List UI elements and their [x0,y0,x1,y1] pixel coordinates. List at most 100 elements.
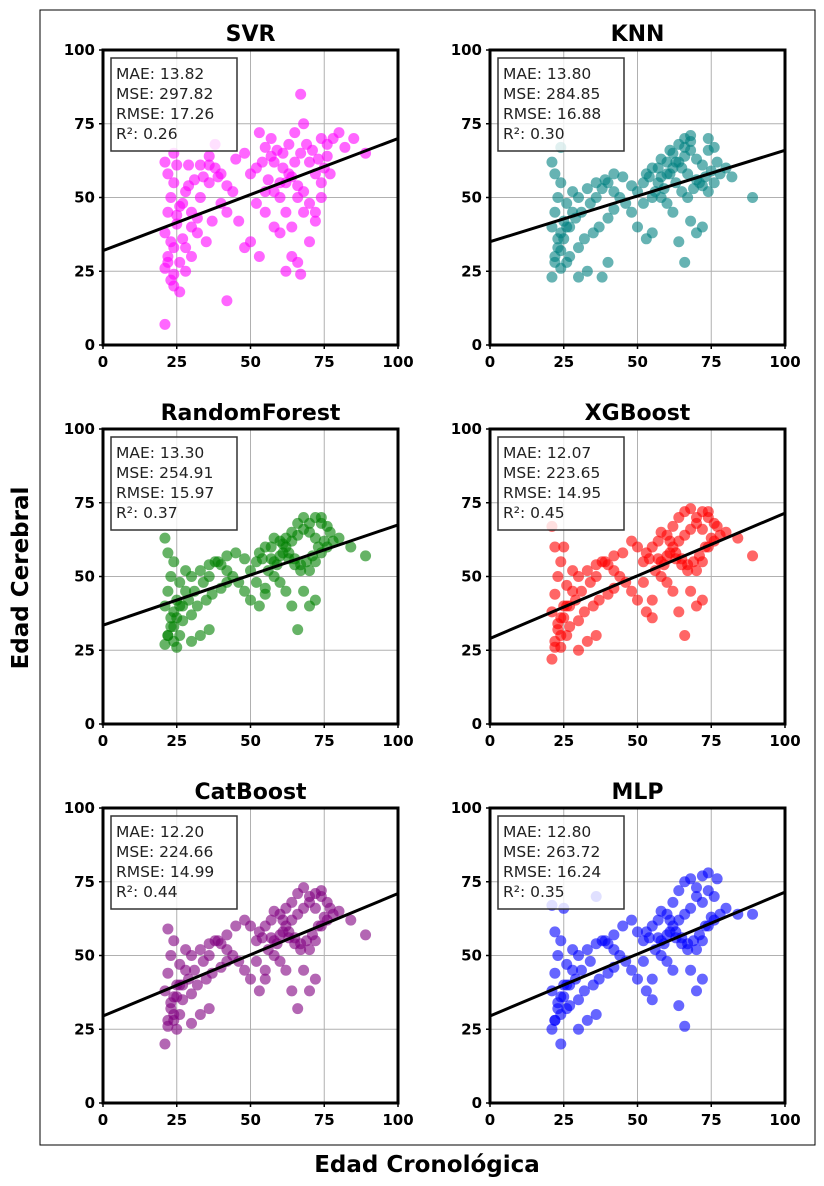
data-point [304,197,315,209]
data-point [309,206,321,218]
data-point [283,138,295,150]
data-point [696,523,708,535]
data-point [259,541,271,553]
data-point [596,935,608,947]
data-point [596,183,608,195]
data-point [304,565,315,577]
data-point [643,553,655,565]
y-tick-label: 100 [64,420,95,438]
data-point [581,565,593,577]
data-point [640,985,652,997]
data-point [318,911,330,923]
data-point [194,1009,206,1020]
data-point [309,888,321,900]
data-point [673,1000,685,1012]
data-point [345,914,357,926]
data-point [259,920,271,932]
x-tick-label: 0 [485,353,495,371]
y-tick-label: 75 [461,494,482,512]
data-point [162,923,174,935]
data-point [159,532,171,544]
data-point [165,236,177,248]
data-point [661,550,673,562]
data-point [177,600,189,612]
data-point [221,180,233,192]
data-point [162,585,174,597]
data-point [165,192,177,203]
regression-line [490,511,785,640]
data-point [552,571,564,582]
data-point [333,127,345,139]
metric-text: MAE: 13.80 [503,65,591,83]
data-point [253,985,265,997]
data-point [304,156,315,168]
data-point [259,588,271,600]
metric-text: MSE: 284.85 [503,85,600,103]
data-point [596,556,608,568]
subplot-title: SVR [226,22,276,47]
data-point [298,585,310,597]
data-point [691,985,702,997]
data-point [685,215,697,227]
x-tick-label: 100 [382,1111,413,1129]
data-point [194,159,206,171]
data-point [564,221,576,233]
data-point [685,135,697,147]
x-tick-label: 25 [166,1111,187,1129]
subplot-xgboost: 0 25 50 75 100 0 25 50 75 100 XGBoost MAE: 12.07 MSE… [451,401,801,750]
data-point [705,911,717,923]
data-point [298,882,310,894]
data-point [646,920,658,932]
data-point [696,870,708,882]
metrics-box: MAE: 13.80 MSE: 284.85 RMSE: 16.88 R²: 0.30 [497,57,625,152]
data-point [667,964,679,976]
y-tick-label: 100 [451,420,482,438]
data-point [289,156,301,168]
data-point [197,576,209,588]
data-point [348,133,360,144]
y-tick-label: 75 [461,873,482,891]
data-point [626,914,638,926]
data-point [162,967,174,979]
data-point [165,950,177,961]
y-tick-label: 100 [64,799,95,817]
y-tick-label: 0 [85,715,95,733]
data-point [159,1038,171,1050]
data-point [679,630,691,641]
data-point [309,215,321,227]
x-tick-label: 75 [314,732,335,750]
data-point [573,192,584,203]
data-point [637,197,649,209]
data-point [286,251,298,262]
data-point [632,973,643,985]
data-point [274,192,286,203]
data-point [567,585,579,597]
data-point [295,268,307,280]
data-point [174,256,186,268]
metric-text: MAE: 12.20 [116,823,204,841]
data-point [180,265,192,277]
data-point [221,929,233,941]
data-point [203,1003,215,1015]
data-point [250,955,262,967]
subplot-title: RandomForest [161,401,341,426]
data-point [186,221,197,233]
x-tick-label: 100 [382,732,413,750]
subplot-svr: 0 25 50 75 100 0 25 50 75 100 SVR MAE: 13.82 MSE: 29… [64,22,414,371]
metrics-box: MAE: 12.20 MSE: 224.66 RMSE: 14.99 R²: 0.44 [110,815,238,910]
data-point [262,174,274,186]
data-point [280,265,292,277]
x-tick-label: 75 [701,732,722,750]
data-point [203,624,215,636]
data-point [197,171,209,183]
x-tick-label: 50 [627,353,648,371]
y-tick-label: 0 [85,336,95,354]
scatter-points [546,130,759,283]
data-point [549,251,561,262]
data-point [617,547,629,559]
data-point [159,638,171,650]
metric-text: MSE: 263.72 [503,843,600,861]
y-tick-label: 0 [472,336,482,354]
regression-line [103,523,398,627]
subplot-mlp: 0 25 50 75 100 0 25 50 75 100 MLP MAE: 12.80 MSE: 26… [451,780,801,1129]
